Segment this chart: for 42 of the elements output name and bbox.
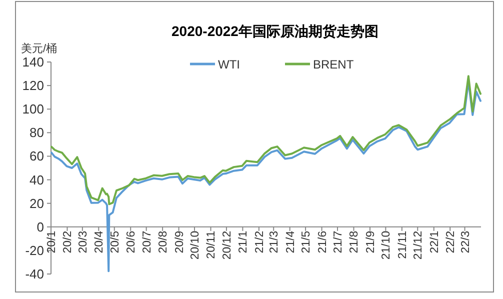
line-series	[50, 75, 482, 206]
x-tick-label: 20/11	[206, 230, 218, 259]
y-tick-label: 80	[30, 125, 44, 140]
x-tick-label: 21/10	[380, 230, 393, 260]
x-tick-label: 21/2	[254, 230, 266, 254]
x-tick-label: 21/6	[316, 230, 329, 254]
x-tick-label: 21/11	[396, 230, 409, 259]
x-tick-label: 20/5	[109, 230, 122, 254]
x-tick-label: 20/1	[46, 230, 58, 254]
x-tick-label: 21/9	[364, 230, 377, 254]
x-tick-label: 21/7	[332, 230, 344, 254]
y-tick-label: 0	[36, 219, 44, 234]
x-tick-label: 22/3	[460, 230, 472, 254]
x-tick-label: 21/5	[300, 230, 313, 254]
x-tick-label: 20/10	[190, 230, 202, 260]
y-axis-title: 美元/桶	[21, 42, 58, 55]
x-tick-label: 20/6	[126, 230, 138, 254]
x-tick-label: 20/3	[77, 230, 90, 254]
x-tick-label: 21/1	[238, 230, 250, 254]
x-tick-label: 22/1	[428, 230, 441, 254]
legend-label: WTI	[218, 58, 240, 72]
x-tick-label: 21/12	[412, 230, 425, 260]
x-tick-label: 21/3	[268, 230, 281, 254]
x-tick-label: 20/9	[174, 230, 186, 254]
legend-label: BRENT	[313, 58, 354, 72]
y-tick-label: 120	[22, 78, 44, 94]
y-tick-label: 20	[30, 196, 44, 211]
y-tick-label: 100	[22, 102, 44, 117]
x-tick-label: 21/8	[348, 230, 361, 254]
x-tick-label: 22/2	[445, 230, 458, 254]
x-tick-label: 21/4	[284, 230, 297, 254]
y-tick-label: 140	[22, 54, 44, 70]
x-tick-label: 20/4	[94, 230, 106, 254]
x-tick-label: 20/2	[62, 230, 74, 254]
y-tick-label: -20	[25, 242, 44, 258]
x-tick-label: 20/8	[158, 230, 170, 254]
y-tick-label: 40	[30, 172, 44, 188]
chart-title: 2020-2022年国际原油期货走势图	[172, 23, 378, 39]
x-tick-label: 20/7	[141, 230, 154, 254]
x-tick-label: 20/12	[221, 230, 234, 260]
y-tick-label: -40	[25, 266, 44, 282]
y-tick-label: 60	[30, 148, 44, 164]
